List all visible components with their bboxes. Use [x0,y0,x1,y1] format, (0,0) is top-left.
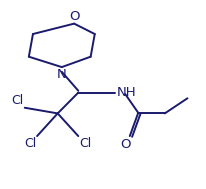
Text: O: O [69,10,79,23]
Text: Cl: Cl [79,137,91,150]
Text: O: O [121,138,131,151]
Text: Cl: Cl [12,94,24,107]
Text: Cl: Cl [24,137,36,150]
Text: N: N [57,68,67,81]
Text: NH: NH [116,86,136,99]
